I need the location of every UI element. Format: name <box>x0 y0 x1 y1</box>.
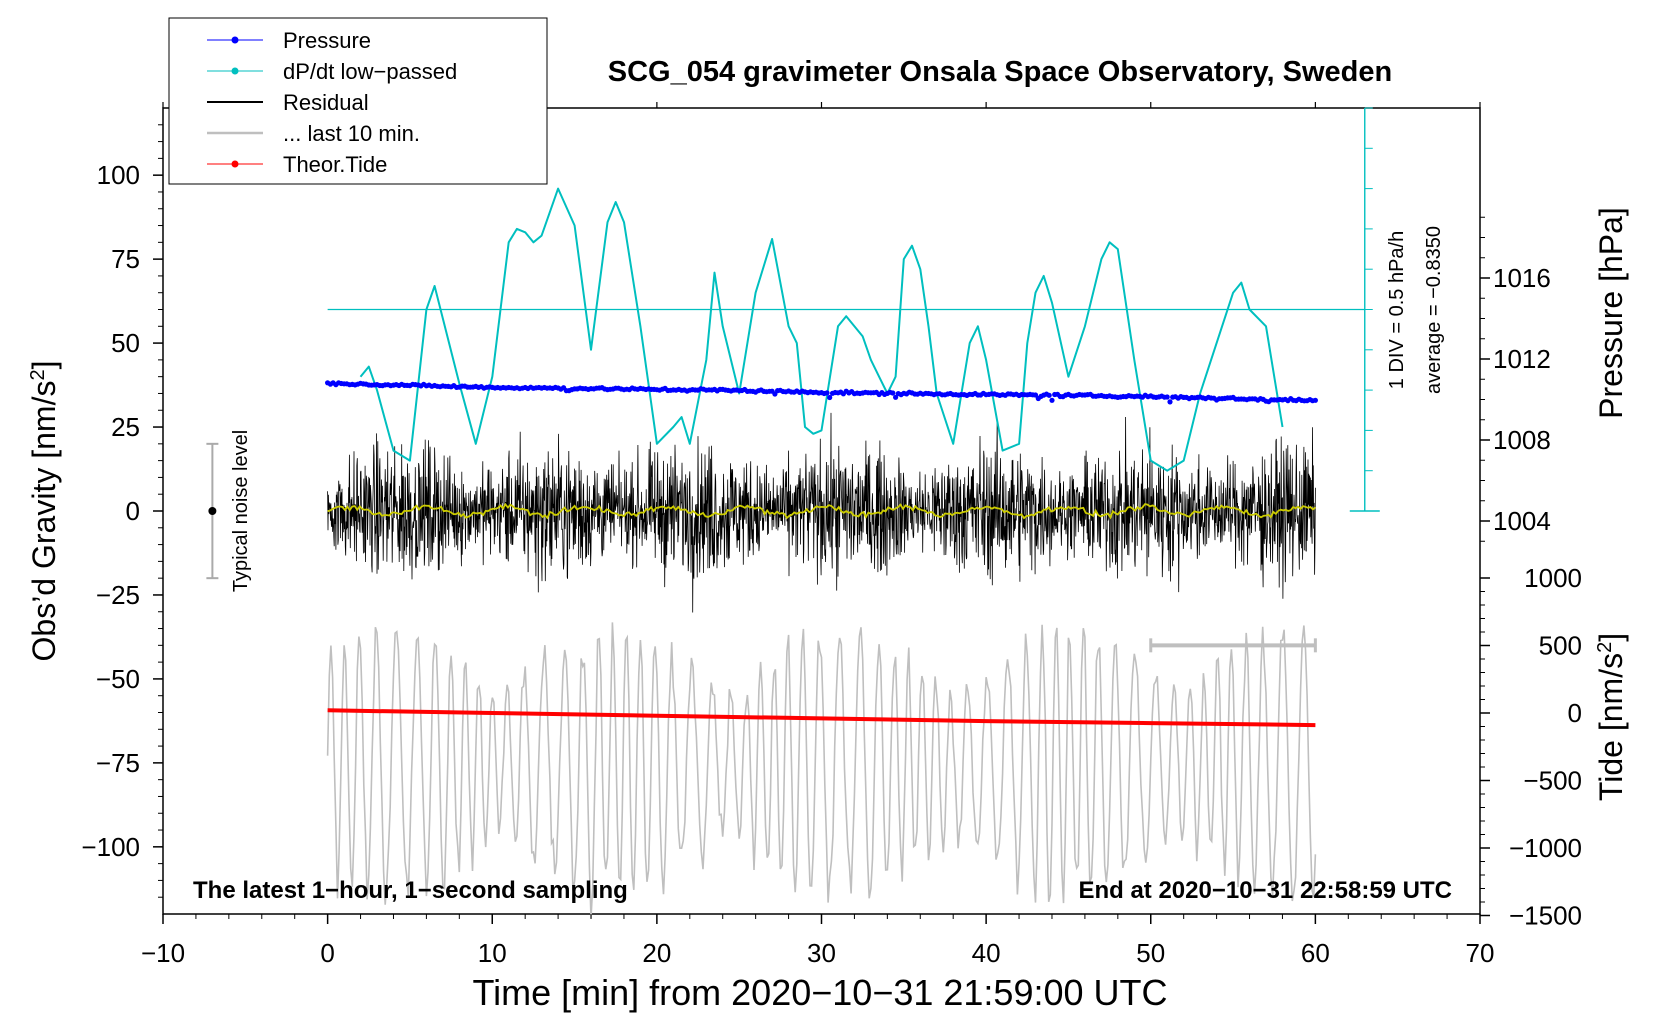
pressure-point <box>1046 392 1052 398</box>
y-left-tick-label: −25 <box>96 580 140 610</box>
legend-tide-marker <box>231 160 239 168</box>
sampling-label: The latest 1−hour, 1−second sampling <box>193 877 628 904</box>
noise-level-center-dot <box>208 507 217 515</box>
pressure-tick-label: 1012 <box>1493 344 1551 374</box>
pressure-tick-label: 1008 <box>1493 425 1551 455</box>
pressure-point <box>1164 394 1170 400</box>
y-left-tick-label: −100 <box>81 832 140 862</box>
x-tick-label: 60 <box>1301 938 1330 968</box>
last10-series <box>326 622 1317 919</box>
y-left-axis-label-main: Obs’d Gravity [nm/s <box>26 381 62 662</box>
x-tick-label: 20 <box>642 938 671 968</box>
residual-smoothed-line <box>327 502 1316 520</box>
pressure-series <box>325 380 1318 405</box>
last10-line <box>326 622 1317 919</box>
residual-line <box>327 412 1316 613</box>
legend-last10-label: ... last 10 min. <box>283 121 420 146</box>
y-right-tide-label: Tide [nm/s2] <box>1593 633 1629 801</box>
tide-tick-label: 1000 <box>1524 563 1582 593</box>
pressure-point <box>890 390 896 396</box>
y-left-tick-label: 50 <box>111 328 140 358</box>
tide-label-main: Tide [nm/s <box>1593 653 1629 801</box>
dpdt-line <box>359 187 1284 472</box>
y-right-pressure-label: Pressure [hPa] <box>1593 207 1629 419</box>
legend-dpdt-marker <box>231 67 239 75</box>
pressure-tick-label: 1016 <box>1493 263 1551 293</box>
tide-series <box>327 708 1316 728</box>
residual-smoothed-series <box>327 502 1316 520</box>
legend-dpdt-label: dP/dt low−passed <box>283 59 457 84</box>
legend: Pressure dP/dt low−passed Residual ... l… <box>168 17 548 185</box>
pressure-point <box>1049 397 1055 403</box>
end-time-label: End at 2020−10−31 22:58:59 UTC <box>1078 877 1452 904</box>
x-tick-label: 10 <box>478 938 507 968</box>
x-tick-label: 0 <box>320 938 334 968</box>
chart-title: SCG_054 gravimeter Onsala Space Observat… <box>608 56 1392 88</box>
tide-tick-label: −1500 <box>1509 901 1582 931</box>
pressure-point <box>1032 392 1039 398</box>
tide-tick-label: −500 <box>1523 766 1582 796</box>
tide-line <box>327 708 1316 728</box>
pressure-point <box>893 394 899 400</box>
legend-pressure-marker <box>231 36 239 44</box>
tide-tick-label: 500 <box>1539 631 1582 661</box>
tide-tick-label: 0 <box>1568 698 1582 728</box>
residual-series <box>327 412 1316 613</box>
x-axis-label: Time [min] from 2020−10−31 21:59:00 UTC <box>472 972 1167 1013</box>
y-left-tick-label: 100 <box>97 160 140 190</box>
legend-pressure-label: Pressure <box>283 28 371 53</box>
dpdt-series <box>327 107 1380 512</box>
y-left-axis-label-sup: 2 <box>27 369 49 380</box>
chart-annotation-marks <box>206 442 1317 653</box>
x-tick-label: 50 <box>1136 938 1165 968</box>
pressure-tick-label: 1004 <box>1493 506 1551 536</box>
y-left-tick-label: 0 <box>126 496 140 526</box>
y-left-tick-label: 75 <box>111 244 140 274</box>
pressure-point <box>1312 397 1318 403</box>
pressure-point <box>824 390 830 396</box>
x-tick-label: −10 <box>141 938 185 968</box>
axis-ticks: −10 0 10 20 30 40 50 60 701007550250−25−50−75−10… <box>81 102 1582 968</box>
tide-tick-label: −1000 <box>1509 833 1582 863</box>
legend-residual-label: Residual <box>283 90 369 115</box>
average-label: average = −0.8350 <box>1423 226 1445 394</box>
div-scale-label: 1 DIV = 0.5 hPa/h <box>1386 231 1408 389</box>
pressure-point <box>827 394 833 401</box>
y-left-tick-label: −75 <box>96 748 140 778</box>
y-left-tick-label: 25 <box>111 412 140 442</box>
pressure-point <box>1167 399 1173 405</box>
x-tick-label: 30 <box>807 938 836 968</box>
y-left-tick-label: −50 <box>96 664 140 694</box>
y-left-axis-label: Obs’d Gravity [nm/s2] <box>26 361 62 662</box>
x-tick-label: 70 <box>1466 938 1495 968</box>
x-tick-label: 40 <box>972 938 1001 968</box>
noise-level-label: Typical noise level <box>230 430 252 592</box>
legend-tide-label: Theor.Tide <box>283 152 387 177</box>
tide-label-sup: 2 <box>1594 642 1616 653</box>
y-left-axis-label-close: ] <box>26 361 62 370</box>
tide-label-close: ] <box>1593 633 1629 642</box>
